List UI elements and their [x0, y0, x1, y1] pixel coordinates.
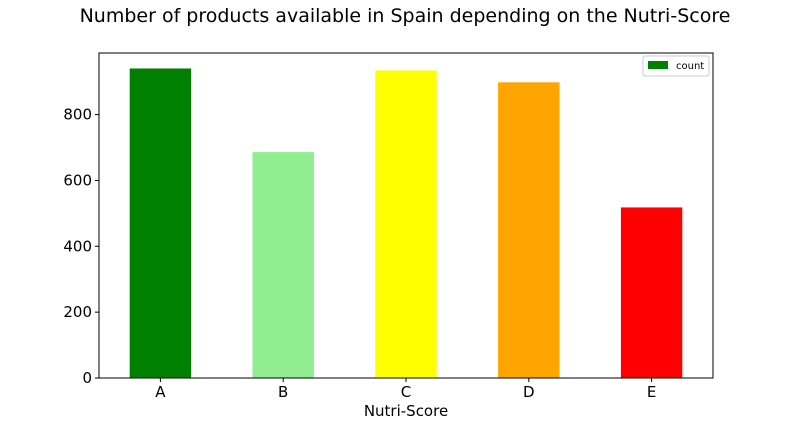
y-tick-label-200: 200: [63, 303, 92, 321]
bar-b: [252, 152, 314, 378]
x-tick-label-e: E: [647, 383, 656, 401]
y-tick-label-400: 400: [63, 237, 92, 255]
chart-title: Number of products available in Spain de…: [80, 5, 731, 27]
legend-swatch: [648, 61, 668, 69]
y-tick-label-600: 600: [63, 171, 92, 189]
bar-a: [129, 68, 192, 378]
bar-d: [498, 82, 560, 378]
y-tick-label-0: 0: [82, 369, 92, 387]
y-tick-label-800: 800: [63, 106, 92, 124]
x-tick-label-d: D: [523, 383, 535, 401]
x-tick-label-c: C: [401, 383, 411, 401]
legend: count: [642, 55, 710, 77]
bar-c: [375, 70, 437, 378]
x-axis-label: Nutri-Score: [364, 402, 448, 420]
bar-e: [620, 207, 683, 378]
x-tick-label-b: B: [278, 383, 288, 401]
legend-label: count: [676, 61, 704, 72]
x-tick-label-a: A: [155, 383, 166, 401]
